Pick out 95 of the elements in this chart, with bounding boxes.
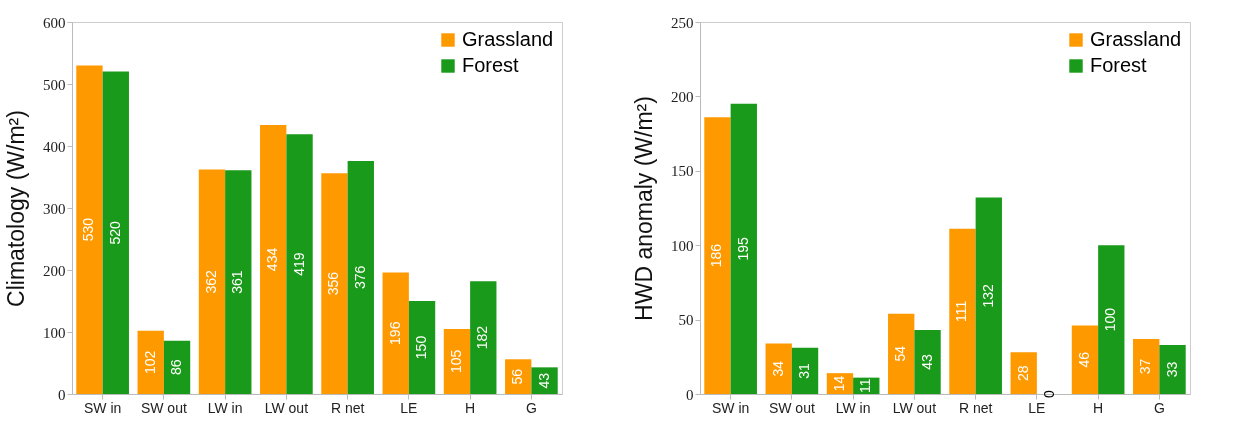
legend-label: Forest	[1090, 54, 1148, 76]
bar	[198, 169, 226, 394]
data-label: 105	[447, 349, 464, 374]
y-tick-label: 150	[671, 163, 694, 180]
bar	[225, 170, 252, 394]
x-tick-label: SW out	[140, 399, 187, 416]
x-tick-label: H	[1093, 399, 1104, 416]
data-label: 111	[953, 300, 970, 323]
data-label: 43	[535, 372, 552, 389]
x-tick-label: LW out	[892, 399, 937, 416]
bar	[1010, 352, 1037, 394]
x-tick-label: R net	[330, 399, 365, 416]
x-tick-label: LW out	[264, 399, 309, 416]
data-label: 100	[1102, 307, 1119, 332]
y-tick-label: 250	[671, 14, 694, 31]
data-label: 0	[1041, 389, 1058, 398]
bar	[888, 313, 915, 394]
data-label: 434	[264, 247, 281, 272]
data-label: 86	[168, 359, 185, 376]
data-label: 186	[708, 243, 725, 268]
x-tick-label: SW in	[83, 399, 122, 416]
bar	[1159, 344, 1186, 394]
x-tick-label: LW in	[207, 399, 243, 416]
bar	[137, 330, 164, 394]
bar	[76, 65, 103, 394]
bar	[531, 367, 558, 394]
x-tick-label: G	[1153, 399, 1165, 416]
bar	[260, 124, 287, 394]
y-tick-label: 200	[671, 88, 694, 105]
x-tick-label: R net	[958, 399, 993, 416]
y-tick-label: 100	[671, 237, 694, 254]
x-tick-label: LE	[400, 399, 418, 416]
bar	[765, 343, 792, 394]
bar	[382, 272, 409, 394]
legend-label: Grassland	[1090, 28, 1182, 50]
legend-label: Grassland	[462, 28, 554, 50]
y-tick-label: 0	[58, 386, 66, 403]
bar	[949, 228, 976, 394]
x-tick-label: G	[525, 399, 537, 416]
data-label: 56	[509, 368, 526, 385]
y-tick-label: 0	[686, 386, 694, 403]
y-tick-label: 100	[43, 324, 66, 341]
bar	[914, 330, 941, 394]
data-label: 37	[1137, 358, 1154, 375]
x-tick-label: SW in	[711, 399, 750, 416]
data-label: 530	[80, 217, 97, 242]
data-label: 11	[857, 378, 874, 394]
data-label: 195	[734, 237, 751, 261]
data-label: 150	[413, 335, 430, 360]
data-label: 196	[386, 321, 403, 345]
data-label: 132	[979, 283, 996, 308]
data-label: 102	[141, 350, 158, 375]
data-label: 362	[202, 269, 219, 294]
bar	[102, 71, 129, 394]
data-label: 43	[918, 354, 935, 370]
bar	[975, 197, 1002, 394]
bar	[443, 328, 471, 394]
bar	[791, 347, 819, 394]
data-label: 182	[474, 325, 491, 350]
data-label: 54	[892, 345, 909, 362]
y-tick-label: 500	[43, 76, 66, 93]
data-label: 33	[1163, 361, 1180, 378]
x-tick-label: SW out	[768, 399, 815, 416]
bar	[321, 173, 348, 394]
y-axis-title: HWD anomaly (W/m²)	[631, 96, 657, 321]
bar	[1133, 338, 1160, 394]
y-tick-label: 600	[43, 14, 66, 31]
y-tick-label: 400	[43, 138, 66, 155]
bar	[704, 117, 731, 394]
bar	[1098, 245, 1125, 394]
x-tick-label: H	[465, 399, 476, 416]
data-label: 34	[769, 360, 786, 377]
data-label: 31	[796, 362, 813, 379]
data-label: 520	[106, 220, 123, 245]
bar	[470, 281, 497, 394]
bar	[1071, 325, 1099, 394]
bar	[408, 301, 436, 394]
data-label: 419	[290, 252, 307, 276]
legend-label: Forest	[462, 54, 520, 76]
y-tick-label: 300	[43, 200, 66, 217]
x-tick-label: LE	[1028, 399, 1046, 416]
y-axis-title: Climatology (W/m²)	[3, 110, 29, 307]
data-label: 376	[351, 265, 368, 290]
data-label: 28	[1014, 365, 1031, 381]
y-tick-label: 50	[678, 312, 694, 329]
bar	[730, 103, 757, 394]
bar	[163, 340, 191, 394]
data-label: 356	[325, 271, 342, 296]
bar	[286, 134, 313, 394]
bar	[347, 160, 374, 394]
x-tick-label: LW in	[835, 399, 871, 416]
y-tick-label: 200	[43, 262, 66, 279]
data-label: 14	[830, 375, 847, 392]
data-label: 46	[1075, 351, 1092, 368]
data-label: 361	[229, 270, 246, 294]
